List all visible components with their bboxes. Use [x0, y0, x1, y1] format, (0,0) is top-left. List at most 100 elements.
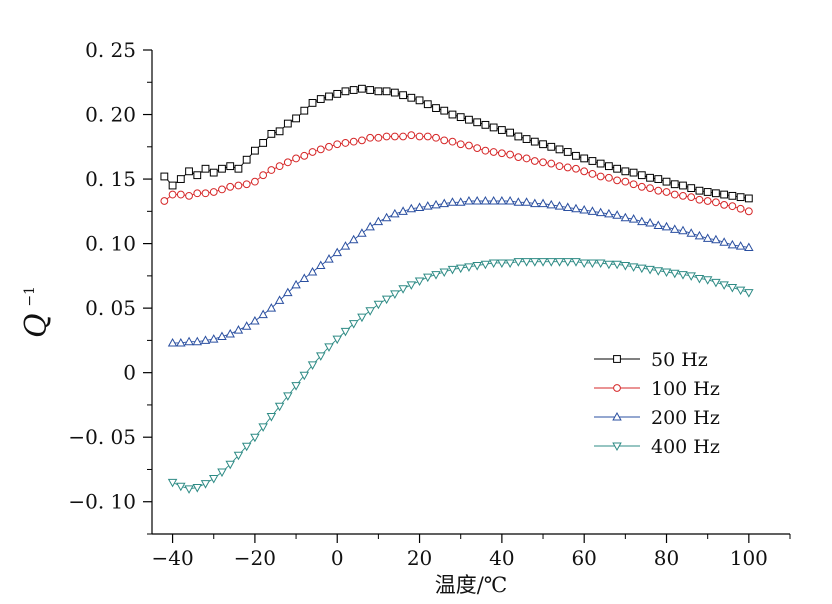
series-0-point	[292, 114, 300, 123]
series-3-point	[637, 264, 647, 274]
series-2-point	[299, 273, 310, 282]
series-1-point	[185, 191, 193, 200]
legend-label: 50 Hz	[651, 349, 708, 371]
series-0-point	[160, 172, 169, 181]
series-3-point	[472, 262, 482, 271]
axes-layer: 0. 25 0. 20 0. 15 0. 10 0. 05 0 −0. 05 −0. 10 −4…	[68, 38, 791, 570]
series-1-point	[168, 190, 177, 199]
legend-marker	[612, 442, 622, 452]
series-3-point	[587, 259, 598, 268]
series-2-point	[645, 217, 655, 227]
series-3-point	[620, 262, 631, 271]
series-2-point	[719, 237, 729, 246]
series-2-point	[307, 266, 318, 276]
series-2-point	[274, 295, 285, 304]
series-2-point	[571, 203, 581, 213]
series-3-point	[406, 281, 417, 290]
series-0-point	[662, 177, 671, 186]
series-1-point	[613, 176, 622, 185]
series-0-group	[160, 84, 753, 203]
series-0-point	[695, 186, 704, 195]
y-tick-label: 0. 25	[85, 38, 136, 62]
series-layer	[160, 84, 754, 494]
series-3-point	[653, 267, 664, 276]
series-2-point	[562, 202, 573, 211]
series-2-point	[225, 328, 235, 338]
series-3-point	[661, 268, 672, 278]
series-3-point	[225, 460, 235, 470]
series-2-point	[620, 212, 631, 222]
legend-marker	[612, 411, 622, 421]
series-2-point	[628, 214, 639, 223]
series-0-point	[670, 180, 679, 189]
series-3-point	[307, 361, 318, 370]
series-3-point	[266, 413, 277, 422]
y-axis-title-superscript: −1	[22, 286, 38, 307]
series-1-point	[481, 146, 490, 155]
series-3-point	[233, 451, 244, 461]
series-1-point	[160, 197, 169, 205]
series-2-point	[678, 225, 688, 235]
series-1-point	[456, 140, 465, 149]
series-0-point	[440, 106, 449, 115]
series-1-point	[349, 137, 358, 146]
series-0-point	[448, 110, 457, 119]
series-0-point	[415, 96, 424, 105]
series-1-point	[654, 186, 663, 195]
series-3-point	[595, 259, 606, 268]
series-1-point	[728, 202, 737, 211]
series-1-point	[736, 204, 745, 213]
series-3-point	[628, 263, 639, 272]
series-1-point	[407, 131, 416, 140]
series-2-point	[233, 325, 244, 334]
series-0-point	[465, 115, 473, 124]
series-0-point	[613, 164, 622, 173]
series-0-point	[185, 167, 193, 176]
series-3-point	[241, 442, 252, 452]
series-3-point	[357, 313, 367, 323]
x-axis-title: 温度/℃	[435, 573, 508, 597]
x-tick-label: 60	[571, 546, 596, 570]
series-0-point	[456, 113, 465, 122]
legend-label: 100 Hz	[651, 378, 720, 400]
series-3-point	[192, 484, 203, 493]
series-2-point	[184, 336, 194, 346]
series-0-point	[720, 190, 729, 199]
series-3-point	[250, 433, 260, 443]
series-0-point	[522, 135, 531, 143]
series-3-point	[365, 307, 375, 316]
x-tick-label: 40	[489, 546, 514, 570]
series-3-point	[200, 480, 211, 489]
legend-marker	[613, 355, 621, 363]
series-3-point	[505, 259, 515, 268]
series-0-point	[308, 99, 317, 107]
series-0-point	[637, 171, 646, 180]
y-axis-title: Q −1	[19, 286, 54, 338]
series-1-point	[662, 188, 671, 196]
series-0-point	[325, 92, 333, 101]
series-1-point	[572, 164, 580, 173]
series-2-point	[702, 233, 713, 242]
series-3-point	[727, 283, 738, 293]
series-2-point	[266, 303, 277, 312]
series-1-point	[259, 171, 268, 180]
series-1-point	[209, 188, 218, 196]
series-3-point	[612, 260, 622, 270]
series-2-point	[398, 206, 408, 215]
series-1-point	[580, 167, 589, 176]
series-3-point	[176, 482, 186, 492]
series-1-point	[390, 132, 399, 141]
series-3-point	[645, 265, 655, 275]
series-2-point	[423, 201, 433, 210]
series-3-point	[686, 272, 696, 281]
series-2-point	[653, 220, 664, 230]
series-1-point	[415, 132, 424, 141]
series-0-point	[218, 164, 226, 173]
series-3-point	[571, 258, 581, 267]
series-1-point	[637, 182, 646, 191]
series-2-point	[661, 221, 672, 231]
series-2-point	[538, 198, 548, 208]
series-2-point	[200, 335, 211, 344]
series-2-point	[455, 197, 466, 206]
series-2-point	[192, 336, 203, 346]
